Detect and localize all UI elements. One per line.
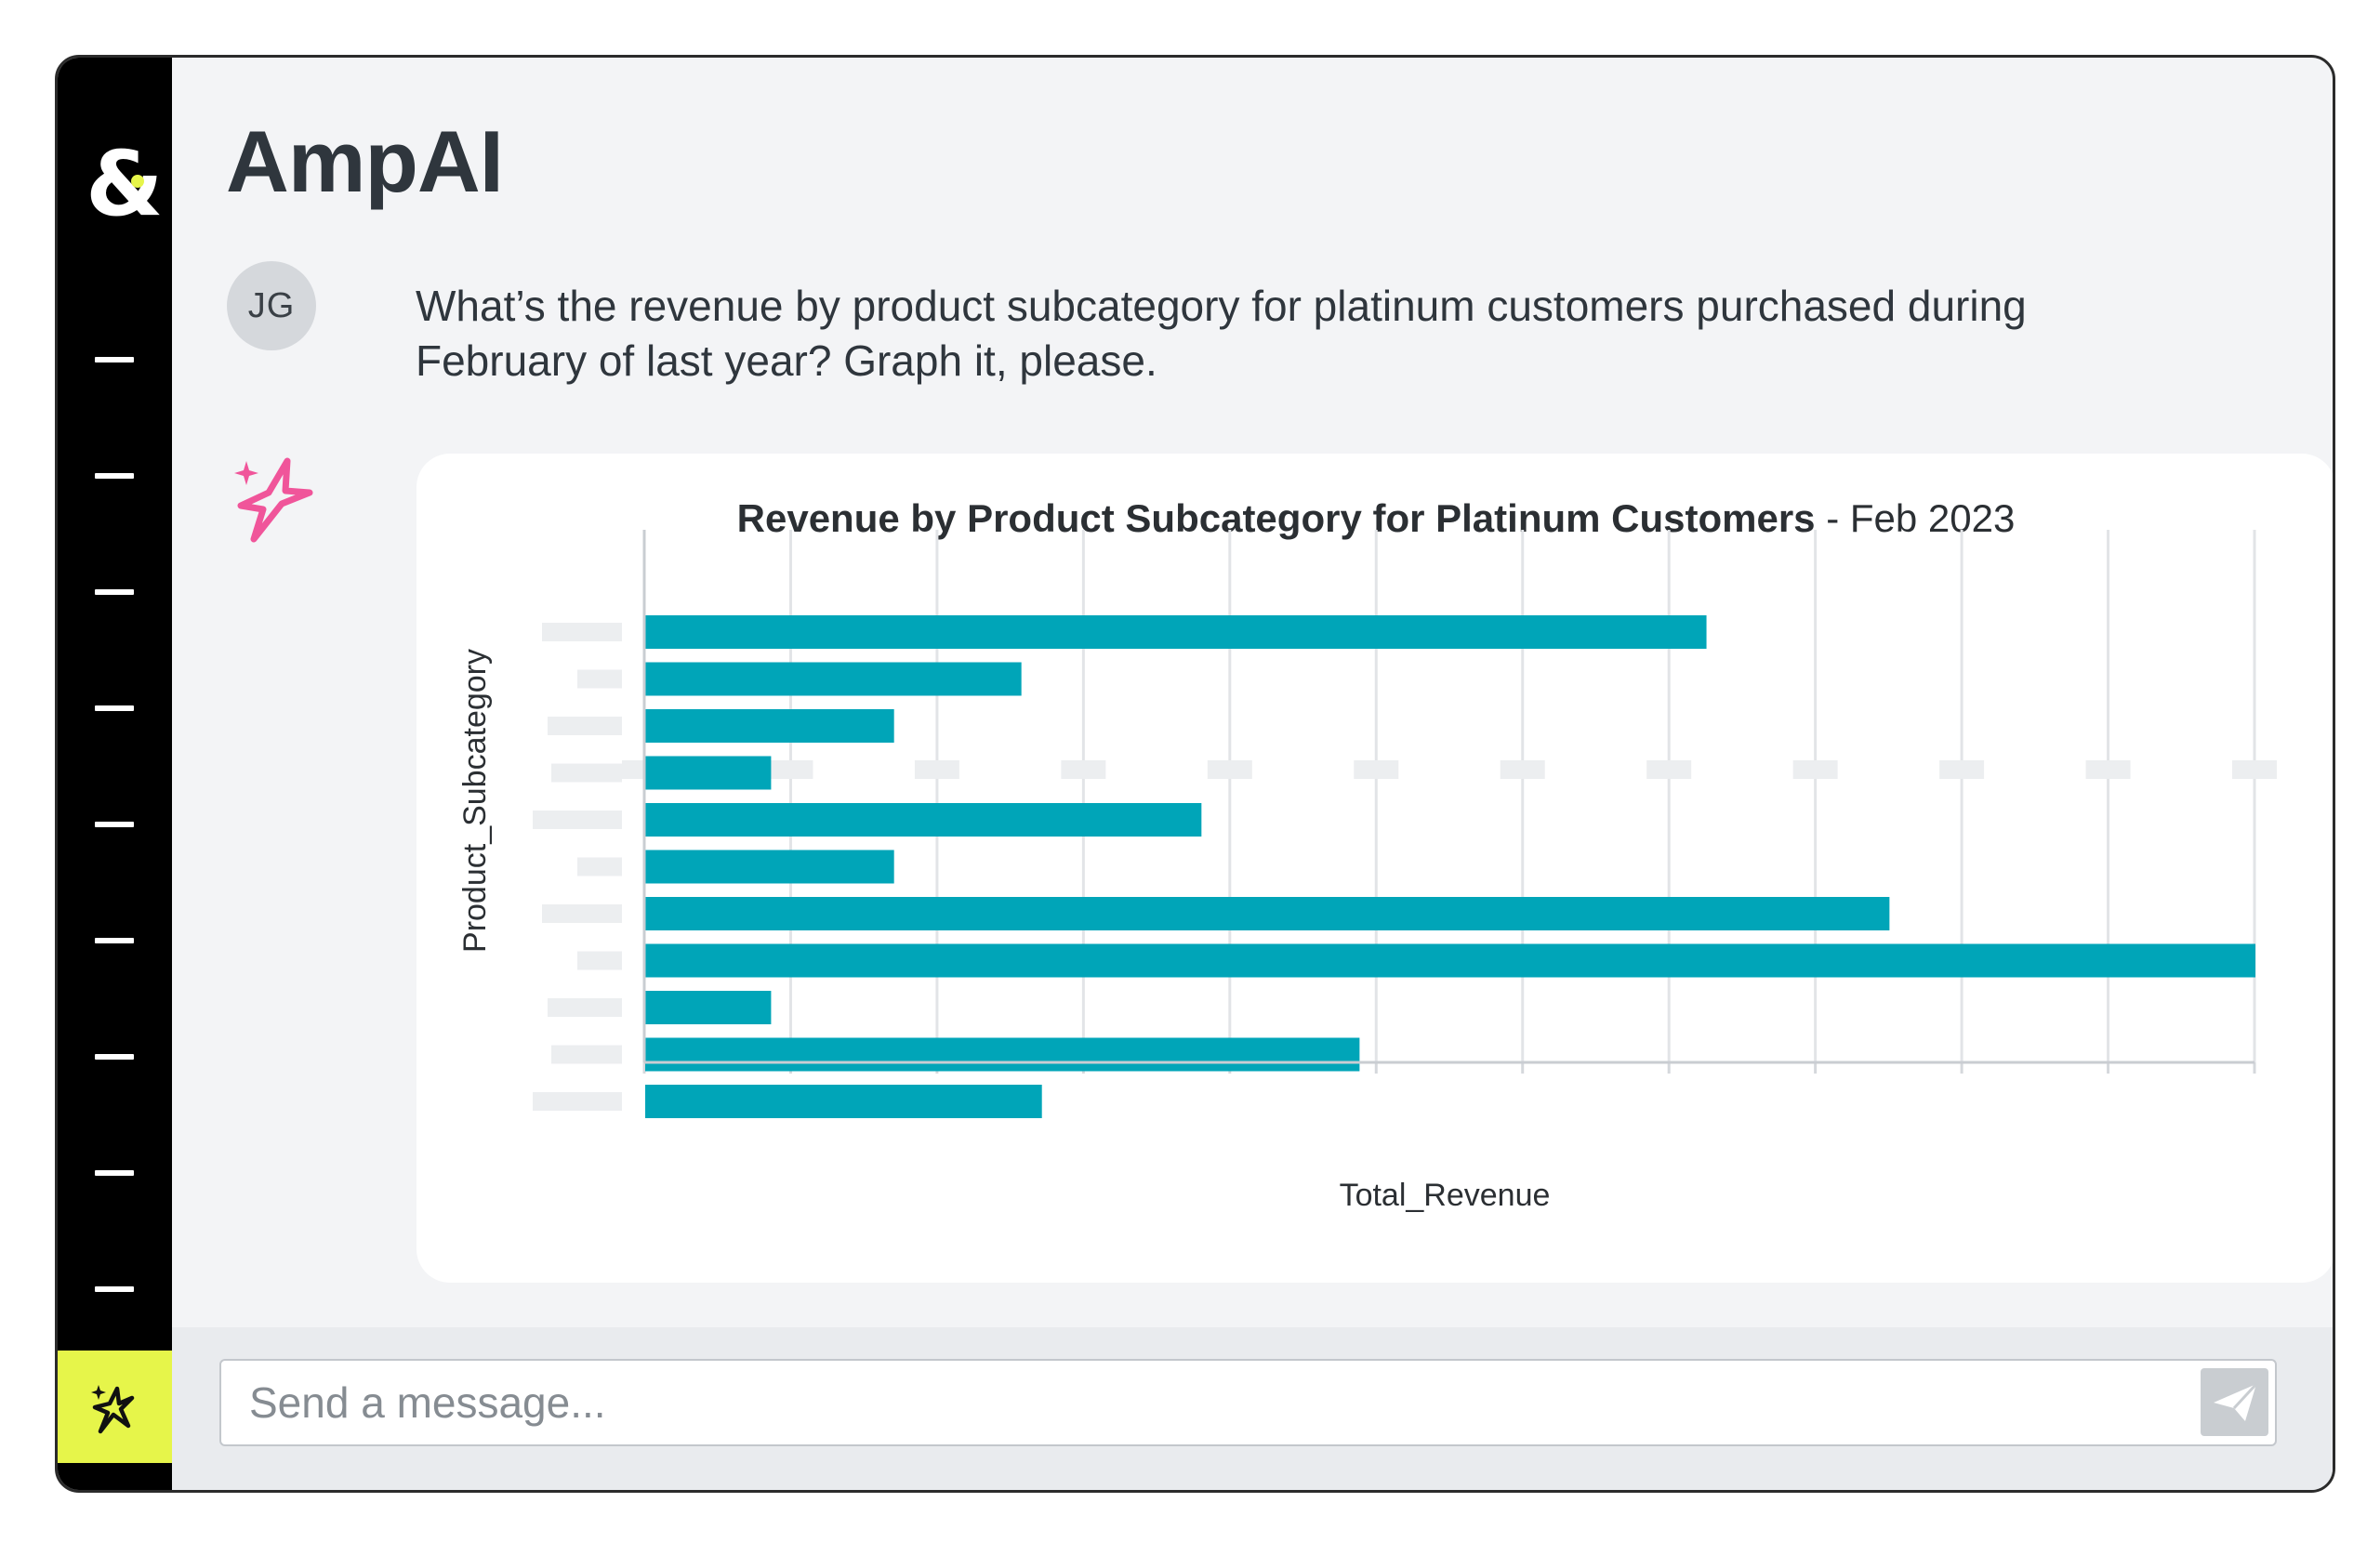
chart-title: Revenue by Product Subcategory for Plati… [736,496,2016,540]
sidebar-item-5[interactable] [95,822,134,827]
sidebar-item-1[interactable] [95,357,134,362]
x-tick-label [914,760,959,779]
y-tick-label [542,904,622,923]
x-tick-label [1207,760,1252,779]
bar [645,1037,1360,1072]
x-tick-label [1939,760,1985,779]
y-tick-label [577,669,622,689]
chart-card: Revenue by Product Subcategory for Plati… [416,454,2333,1283]
y-tick-label [533,811,622,829]
x-tick-label [1500,760,1545,779]
x-tick-label [768,760,813,779]
composer-bar [172,1327,2333,1490]
message-input[interactable] [219,1359,2277,1446]
sidebar-item-2[interactable] [95,473,134,479]
bar [645,615,1707,649]
y-tick-label [533,1092,622,1111]
sidebar-item-9[interactable] [95,1286,134,1292]
bar [645,897,1890,930]
sidebar-item-8[interactable] [95,1170,134,1176]
x-tick-label [2232,760,2277,779]
sidebar-item-7[interactable] [95,1054,134,1060]
bar [645,1085,1042,1118]
x-tick-label [1646,760,1692,779]
bar-chart: Total_Revenue Product_Subcategory [457,530,2277,1213]
bar [645,756,772,790]
bar [645,991,772,1024]
y-tick-label [548,717,622,735]
chart-title-date: Feb 2023 [1849,496,2016,540]
y-axis-label: Product_Subcategory [457,649,493,953]
bar [645,850,894,884]
sidebar-item-4[interactable] [95,705,134,711]
y-tick-label [542,623,622,641]
bar [645,709,894,743]
app-window: & AmpAI JG What’s the revenue by product… [55,55,2335,1493]
sparkle-icon [90,1384,134,1433]
send-button[interactable] [2201,1368,2268,1436]
sparkle-icon [234,457,313,543]
x-axis-label: Total_Revenue [1340,1178,1551,1213]
sidebar: & [58,58,172,1490]
y-tick-label [577,951,622,970]
bar [645,943,2255,978]
y-tick-label [551,1045,622,1064]
y-tick-label [548,998,622,1017]
ampersand-logo: & [86,132,164,236]
page-title: AmpAI [226,112,504,210]
x-tick-label [1792,760,1838,779]
bar [645,803,1202,837]
x-tick-label [1354,760,1399,779]
user-message: What’s the revenue by product subcategor… [416,282,2027,385]
y-tick-label [577,857,622,876]
main-panel: AmpAI JG What’s the revenue by product s… [172,58,2333,1490]
user-avatar: JG [227,261,316,350]
send-icon [2213,1382,2257,1421]
x-tick-label [2085,760,2131,779]
chart-title-main: Revenue by Product Subcategory for Plati… [736,496,1816,540]
y-tick-label [551,763,622,783]
sidebar-item-ai[interactable] [58,1351,172,1463]
sidebar-item-3[interactable] [95,589,134,595]
sidebar-item-6[interactable] [95,938,134,943]
bar [645,662,1022,696]
x-tick-label [1061,760,1106,779]
